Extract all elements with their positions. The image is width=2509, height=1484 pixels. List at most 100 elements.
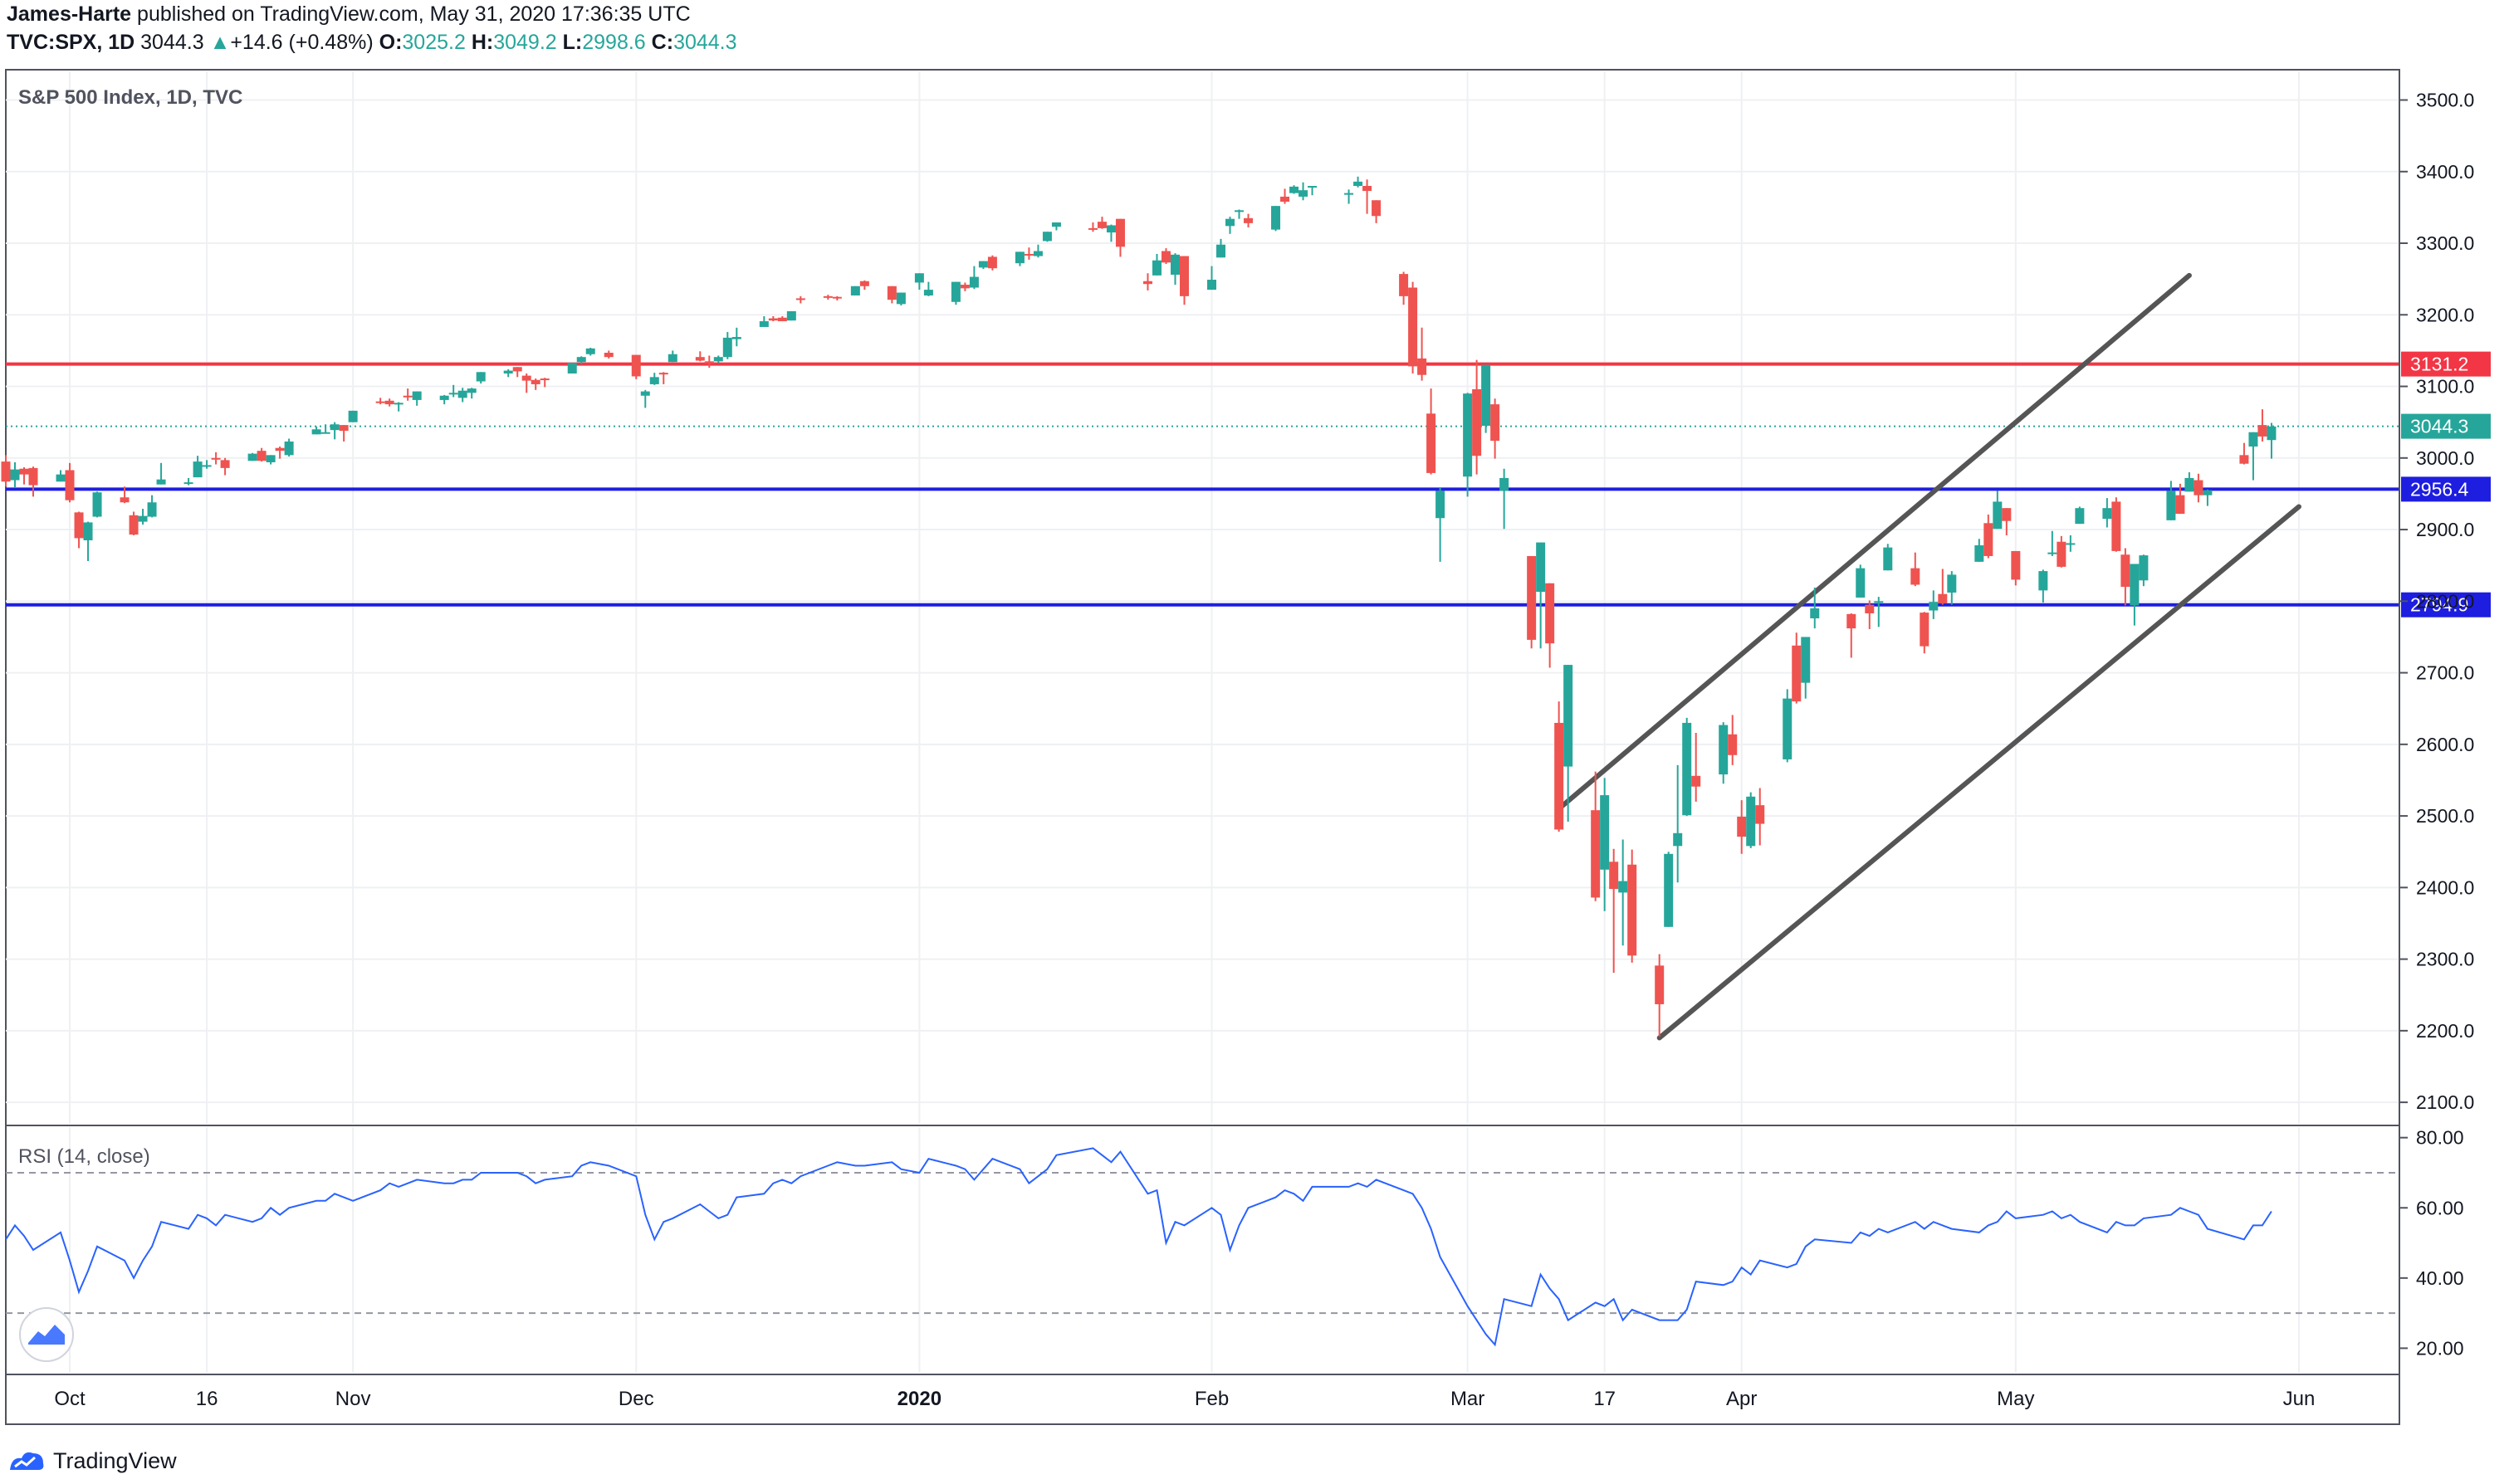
price-tick-label: 2900.0 xyxy=(2416,519,2474,540)
candle xyxy=(1545,583,1555,668)
candle-body xyxy=(83,522,93,540)
candle-body xyxy=(330,424,340,431)
candle xyxy=(1372,200,1382,223)
candle-body xyxy=(1883,547,1893,571)
level-price-label: 3131.2 xyxy=(2410,354,2468,375)
candle-body xyxy=(1627,864,1637,956)
candle xyxy=(1033,244,1043,258)
candle xyxy=(640,389,650,408)
candle xyxy=(713,355,723,364)
candle-body xyxy=(649,377,659,384)
candle xyxy=(786,310,796,321)
candle xyxy=(896,292,906,306)
candle xyxy=(412,391,422,406)
candle-body xyxy=(704,361,714,364)
candle xyxy=(1271,206,1281,232)
rsi-tick-label: 60.00 xyxy=(2416,1197,2464,1218)
candle-body xyxy=(348,410,358,422)
candle xyxy=(247,452,257,461)
candle-body xyxy=(531,379,540,384)
candle xyxy=(339,425,349,442)
candle-body xyxy=(457,390,467,398)
candle-body xyxy=(631,354,641,377)
candle-body xyxy=(1499,477,1509,491)
time-tick-label: Mar xyxy=(1450,1388,1484,1410)
candle-body xyxy=(266,455,276,462)
candle-body xyxy=(1015,251,1025,264)
candle xyxy=(1170,253,1180,286)
time-axis[interactable]: Oct 16 Nov Dec 2020 Feb Mar 17 Apr May Jun xyxy=(54,1388,2315,1410)
candle-body xyxy=(1801,637,1811,683)
candle-body xyxy=(2002,508,2012,521)
time-tick-label: Dec xyxy=(619,1388,654,1410)
candle-body xyxy=(412,391,422,400)
candle xyxy=(960,282,970,291)
candle xyxy=(92,491,102,518)
candle-body xyxy=(759,321,769,327)
candle-body xyxy=(1435,491,1445,519)
high-label: H: xyxy=(471,31,494,54)
candle xyxy=(832,295,842,301)
rsi-tick-label: 20.00 xyxy=(2416,1337,2464,1359)
channel-trendline[interactable] xyxy=(1656,504,2301,1041)
candle xyxy=(1865,600,1875,629)
footer-brand[interactable]: TradingView xyxy=(7,1444,177,1477)
candle xyxy=(467,388,477,399)
candle xyxy=(1929,590,1939,619)
candle xyxy=(320,424,330,434)
candle xyxy=(2194,473,2203,503)
candle xyxy=(759,316,769,327)
rsi-line xyxy=(5,1147,2272,1347)
candle xyxy=(348,410,358,422)
candle xyxy=(2066,535,2076,552)
candle-body xyxy=(257,451,267,461)
channel-trendline[interactable] xyxy=(1556,272,2192,812)
time-tick-label: 17 xyxy=(1593,1388,1616,1410)
candle xyxy=(731,327,741,347)
candle xyxy=(56,470,66,482)
candle xyxy=(394,402,403,412)
candle xyxy=(211,452,221,465)
channel-trendlines[interactable] xyxy=(1556,272,2301,1041)
candle-body xyxy=(978,261,988,268)
level-price-tag xyxy=(2401,351,2491,377)
candle-body xyxy=(1545,583,1555,644)
candle-body xyxy=(193,461,203,478)
price-axis[interactable]: 2100.0 2200.0 2300.0 2400.0 2500.0 2600.0 2700… xyxy=(2399,90,2474,1360)
candle-body xyxy=(1362,186,1372,192)
candle xyxy=(914,273,924,290)
candle xyxy=(2011,550,2021,586)
candle-body xyxy=(10,469,20,481)
candle xyxy=(2267,422,2277,459)
close-value: 3044.3 xyxy=(673,31,737,54)
candle xyxy=(1719,722,1729,784)
high-value: 3049.2 xyxy=(493,31,557,54)
candle-body xyxy=(1179,256,1189,296)
candle xyxy=(1207,266,1217,290)
candle xyxy=(1746,792,1756,848)
candle xyxy=(1527,555,1537,649)
rsi-badge-icon[interactable] xyxy=(19,1307,74,1362)
candle xyxy=(1097,217,1107,229)
time-tick-label: Jun xyxy=(2283,1388,2316,1410)
candle-body xyxy=(1,461,11,482)
candle xyxy=(567,363,577,374)
candle-body xyxy=(1426,413,1436,473)
candle-body xyxy=(1344,193,1354,195)
author-name[interactable]: James-Harte xyxy=(7,2,132,26)
candle xyxy=(850,286,860,295)
candle-body xyxy=(2194,480,2203,495)
low-value: 2998.6 xyxy=(582,31,646,54)
candle xyxy=(284,438,294,457)
candle-body xyxy=(1993,501,2003,530)
open-label: O: xyxy=(379,31,403,54)
candle xyxy=(2130,564,2140,626)
candle xyxy=(1152,253,1162,276)
candle-body xyxy=(1289,186,1299,193)
horizontal-levels[interactable]: 3131.2 2956.4 2794.9 3044.3 xyxy=(6,351,2491,618)
time-tick-label: 16 xyxy=(196,1388,218,1410)
candle xyxy=(1426,388,1436,475)
price-tick-label: 2500.0 xyxy=(2416,805,2474,827)
candle-body xyxy=(786,310,796,321)
